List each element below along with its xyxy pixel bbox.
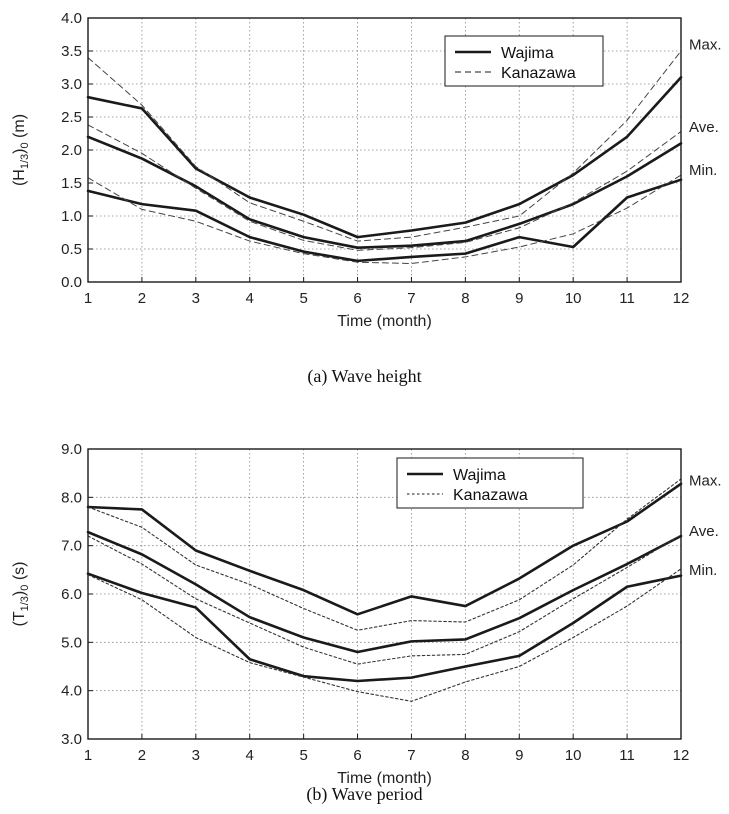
chart1-y-tick-label: 5.0	[61, 634, 82, 651]
chart1-line-wajima-min	[86, 572, 683, 683]
wave-period-chart: 1 2 3 4 5 6 7 8 9 10 11 12 3.0 4.0 5.0 6.0 7.0 8.0 9.0 Time…	[0, 440, 729, 814]
chart0-grid	[88, 18, 681, 282]
chart1-y-tick-label: 4.0	[61, 683, 82, 700]
chart0-y-ticks: 0.0 0.5 1.0 1.5 2.0 2.5 3.0 3.5 4.0	[61, 10, 93, 291]
chart0-legend: Wajima Kanazawa	[444, 35, 604, 87]
chart0-series	[86, 50, 683, 265]
wave-period-chart-svg: 1 2 3 4 5 6 7 8 9 10 11 123.04.05.06.07.08.09.0Time…	[11, 441, 722, 787]
chart0-y-axis-label-part: (H	[11, 169, 28, 186]
chart1-x-tick-label: 11	[619, 747, 635, 764]
chart1-y-tick-label: 7.0	[61, 538, 82, 555]
chart0-y-axis-label-part: 0	[19, 142, 31, 148]
chart0-y-tick-label: 0.0	[61, 274, 82, 291]
chart0-x-tick-label: 5	[299, 290, 307, 307]
chart1-x-tick-label: 1	[84, 747, 92, 764]
chart0-y-tick-label: 3.0	[61, 76, 82, 93]
chart1-y-tick-label: 9.0	[61, 441, 82, 458]
chart0-y-tick-label: 4.0	[61, 10, 82, 27]
chart1-y-axis-label: (T1/3)0 (s)	[11, 562, 31, 627]
wave-height-chart: 1 2 3 4 5 6 7 8 9 10 11 12 0.0 0.5 1.0 1.5 2.0 2.5 3.0 3.5 4…	[0, 0, 729, 362]
chart1-y-axis-label-part: (s)	[11, 562, 28, 585]
chart0-y-tick-label: 0.5	[61, 241, 82, 258]
chart1-x-tick-label: 2	[138, 747, 146, 764]
chart0-y-tick-label: 2.5	[61, 109, 82, 126]
chart0-line-wajima-min	[86, 178, 683, 263]
chart1-stat-label-ave: Ave.	[689, 523, 719, 540]
chart0-line-kanazawa-ave	[87, 124, 682, 251]
chart1-x-ticks: 1 2 3 4 5 6 7 8 9 10 11 12	[84, 734, 690, 764]
chart0-x-ticks: 1 2 3 4 5 6 7 8 9 10 11 12	[84, 277, 690, 307]
chart1-y-axis-label-part: 0	[19, 585, 31, 591]
chart1-x-tick-label: 10	[565, 747, 582, 764]
chart1-y-axis-label-part: 1/3	[19, 596, 31, 611]
chart1-line-wajima-ave	[86, 530, 683, 654]
chart1-legend-label-wajima: Wajima	[453, 467, 506, 484]
chart0-line-wajima-ave	[86, 135, 683, 249]
chart1-line-kanazawa-ave	[87, 534, 682, 665]
chart1-x-tick-label: 12	[673, 747, 690, 764]
chart1-stat-label-min: Min.	[689, 562, 717, 579]
chart0-x-tick-label: 11	[619, 290, 635, 307]
chart1-line-kanazawa-min	[87, 568, 682, 702]
chart0-x-tick-label: 3	[192, 290, 200, 307]
chart0-stat-label-max: Max.	[689, 36, 722, 53]
chart1-y-tick-label: 8.0	[61, 489, 82, 506]
chart0-stat-labels: Max. Ave. Min.	[689, 36, 722, 178]
chart1-x-tick-label: 9	[515, 747, 523, 764]
chart0-x-tick-label: 12	[673, 290, 690, 307]
chart0-x-tick-label: 8	[461, 290, 469, 307]
chart1-stat-label-max: Max.	[689, 472, 722, 489]
chart0-x-tick-label: 6	[353, 290, 361, 307]
chart1-y-tick-label: 3.0	[61, 731, 82, 748]
chart0-y-axis-label-part: (m)	[11, 114, 28, 142]
chart1-y-axis-label-part: (T	[11, 611, 28, 626]
chart0-legend-box	[444, 35, 604, 87]
chart1-legend-box	[396, 457, 584, 509]
chart0-line-kanazawa-max	[87, 50, 682, 242]
chart0-x-tick-label: 4	[246, 290, 254, 307]
chart1-y-ticks: 3.0 4.0 5.0 6.0 7.0 8.0 9.0	[61, 441, 93, 748]
chart0-y-axis-label: (H1/3)0 (m)	[11, 114, 31, 186]
chart0-x-tick-label: 7	[407, 290, 415, 307]
chart1-x-tick-label: 5	[299, 747, 307, 764]
chart1-x-tick-label: 4	[246, 747, 254, 764]
chart0-y-axis-label-part: 1/3	[19, 154, 31, 169]
chart0-legend-label-kanazawa: Kanazawa	[501, 65, 576, 82]
chart1-y-axis-label-part: )	[11, 591, 28, 596]
chart0-stat-label-min: Min.	[689, 162, 717, 179]
chart0-y-axis-label-part: )	[11, 149, 28, 154]
chart1-legend: Wajima Kanazawa	[396, 457, 584, 509]
chart1-x-tick-label: 6	[353, 747, 361, 764]
chart0-stat-label-ave: Ave.	[689, 119, 719, 136]
chart0-y-tick-label: 1.0	[61, 208, 82, 225]
chart0-legend-label-wajima: Wajima	[501, 45, 554, 62]
wave-period-caption: (b) Wave period	[306, 784, 423, 804]
wave-height-caption: (a) Wave height	[307, 366, 422, 386]
chart1-x-tick-label: 8	[461, 747, 469, 764]
chart0-y-tick-label: 2.0	[61, 142, 82, 159]
chart0-x-tick-label: 1	[84, 290, 92, 307]
chart1-legend-label-kanazawa: Kanazawa	[453, 487, 528, 504]
chart1-line-wajima-max	[86, 482, 683, 616]
chart1-x-tick-label: 7	[407, 747, 415, 764]
chart1-series	[86, 478, 683, 702]
chart0-y-tick-label: 1.5	[61, 175, 82, 192]
chart0-x-tick-label: 9	[515, 290, 523, 307]
chart1-stat-labels: Max. Ave. Min.	[689, 472, 722, 578]
chart1-x-tick-label: 3	[192, 747, 200, 764]
chart1-grid	[88, 449, 681, 739]
chart0-y-tick-label: 3.5	[61, 43, 82, 60]
chart0-x-tick-label: 2	[138, 290, 146, 307]
wave-height-chart-svg: 1 2 3 4 5 6 7 8 9 10 11 120.00.51.01.52.02.53.03.54…	[11, 10, 722, 330]
chart0-line-kanazawa-min	[87, 174, 682, 265]
chart0-line-wajima-max	[86, 76, 683, 239]
chart1-x-axis-label: Time (month)	[337, 770, 432, 787]
chart1-y-tick-label: 6.0	[61, 586, 82, 603]
chart1-line-kanazawa-max	[87, 478, 682, 631]
chart0-x-tick-label: 10	[565, 290, 582, 307]
chart0-x-axis-label: Time (month)	[337, 313, 432, 330]
